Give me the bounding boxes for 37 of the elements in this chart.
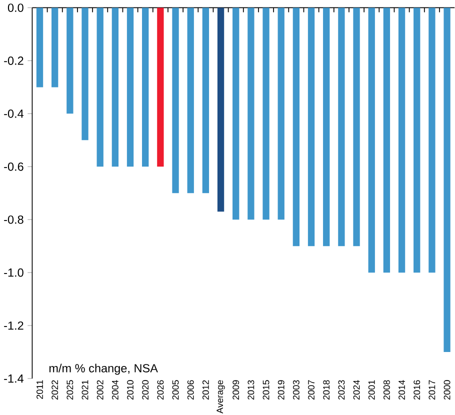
- x-tick-label: 2020: [142, 380, 149, 400]
- x-tick-label: 2014: [398, 380, 405, 400]
- x-tick-label: 2010: [127, 380, 134, 400]
- x-tick-label: 2007: [308, 380, 314, 400]
- x-tick-label: 2003: [292, 380, 300, 400]
- x-tick-label: 2015: [262, 380, 270, 400]
- x-tick-label: 2004: [112, 380, 118, 400]
- x-tick-label: 2009: [232, 380, 240, 400]
- x-tick-label: 2026: [157, 380, 164, 400]
- x-tick-label: 2018: [323, 380, 330, 400]
- x-tick-label: 2005: [172, 380, 179, 400]
- annotation: m/m % change, NSA: [49, 364, 158, 375]
- x-tick-label: 2021: [82, 380, 88, 400]
- x-tick-label: 2013: [248, 380, 254, 400]
- x-tick-label: 2002: [96, 380, 104, 400]
- x-tick-label: 2011: [36, 380, 43, 400]
- y-tick-label: 0.0: [8, 4, 24, 12]
- x-tick-label: 2006: [187, 380, 194, 400]
- y-tick-label: -1.4: [4, 374, 24, 383]
- x-tick-label: Average: [216, 380, 225, 414]
- y-tick-label: -0.2: [4, 56, 24, 66]
- x-tick-label: 2000: [444, 380, 450, 400]
- x-tick-label: 2017: [428, 380, 436, 400]
- x-tick-label: 2008: [383, 380, 390, 400]
- y-tick-label: -0.4: [4, 110, 24, 118]
- x-tick-label: 2025: [66, 380, 74, 400]
- x-tick-label: 2019: [278, 380, 284, 400]
- x-tick-label: 2022: [52, 380, 58, 400]
- x-tick-label: 2023: [338, 380, 345, 400]
- x-tick-label: 2016: [414, 380, 420, 400]
- x-tick-label: 2012: [202, 380, 209, 400]
- y-tick-label: -0.6: [4, 162, 24, 171]
- x-tick-label: 2001: [368, 380, 375, 400]
- y-tick-label: -1.2: [4, 322, 24, 330]
- x-tick-label: 2024: [353, 380, 360, 400]
- y-tick-label: -0.8: [4, 216, 24, 224]
- y-tick-label: -1.0: [4, 268, 24, 277]
